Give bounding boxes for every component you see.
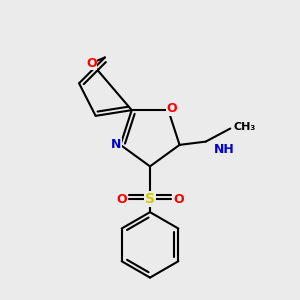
- Text: O: O: [166, 102, 177, 115]
- Text: NH: NH: [214, 143, 235, 156]
- Text: O: O: [116, 193, 127, 206]
- Text: O: O: [86, 56, 97, 70]
- Text: S: S: [145, 192, 155, 206]
- Text: N: N: [111, 138, 122, 152]
- Text: CH₃: CH₃: [233, 122, 256, 132]
- Text: O: O: [173, 193, 184, 206]
- Text: H: H: [232, 122, 242, 132]
